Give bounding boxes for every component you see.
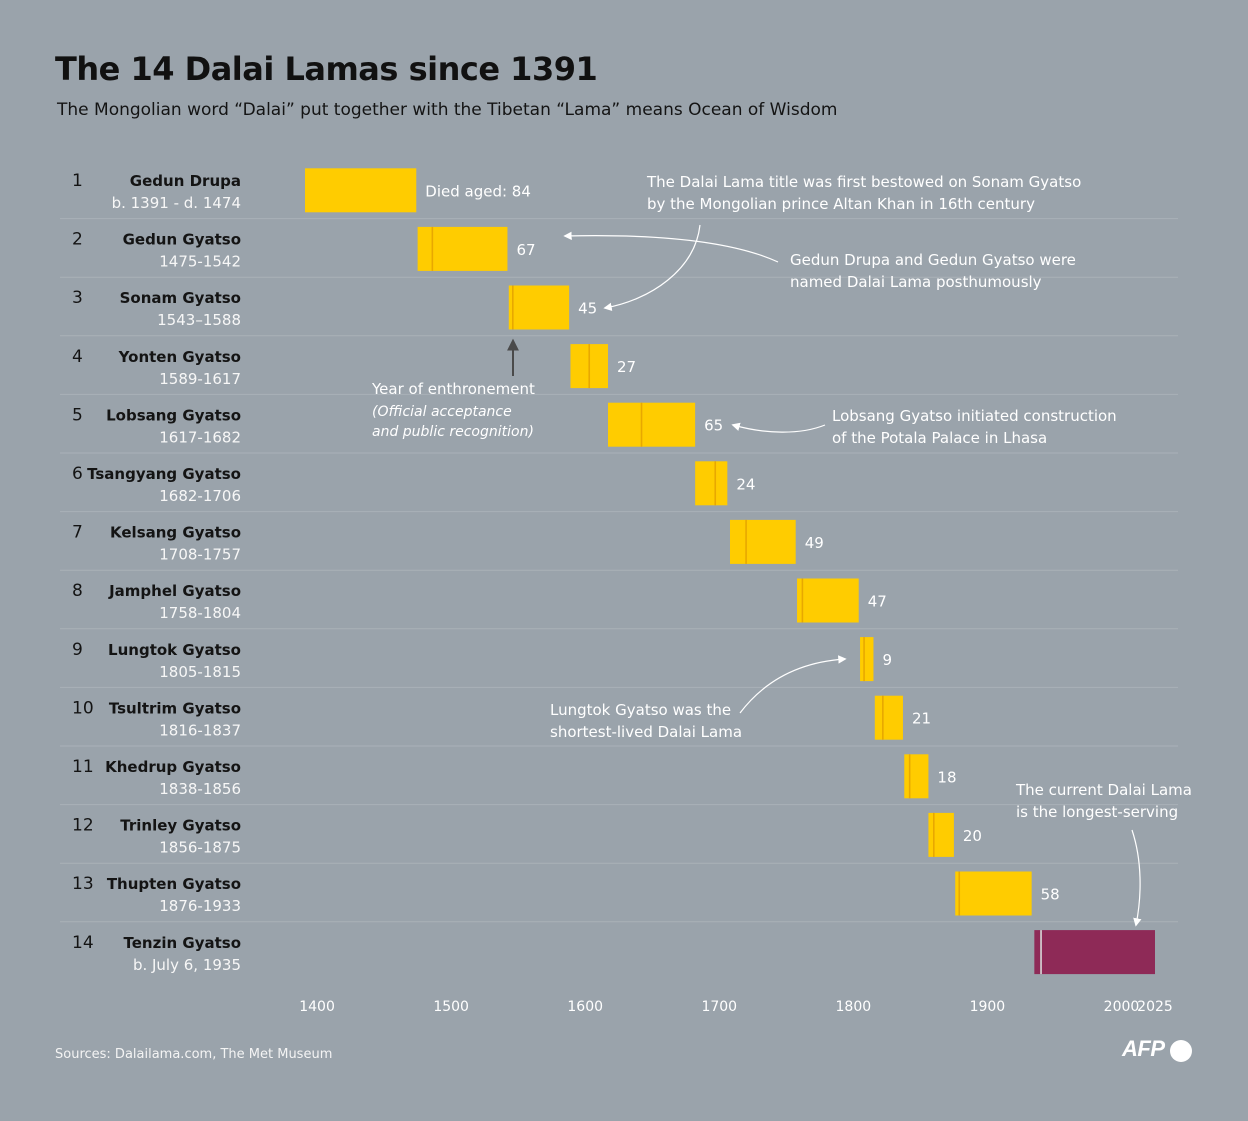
x-tick-label: 1400 bbox=[299, 999, 335, 1015]
data-label: 49 bbox=[805, 534, 824, 552]
bar-lifespan bbox=[417, 226, 508, 271]
row-number: 14 bbox=[72, 933, 94, 953]
data-label: 18 bbox=[937, 768, 956, 786]
row-number: 9 bbox=[72, 640, 83, 660]
annotation-longest: The current Dalai Lama is the longest-ser… bbox=[1015, 781, 1192, 821]
row-dates: 1617-1682 bbox=[159, 428, 241, 446]
data-label: 47 bbox=[868, 593, 887, 611]
data-label: 58 bbox=[1041, 886, 1060, 904]
row-name: Sonam Gyatso bbox=[120, 289, 241, 307]
afp-logo: AFP bbox=[1122, 1036, 1165, 1061]
bar-lifespan bbox=[305, 168, 417, 213]
row-name: Yonten Gyatso bbox=[118, 348, 241, 366]
data-label: 27 bbox=[617, 358, 636, 376]
row-dates: 1543–1588 bbox=[157, 311, 241, 329]
bar-lifespan bbox=[874, 695, 903, 740]
row-name: Lobsang Gyatso bbox=[106, 406, 241, 424]
x-tick-label: 2025 bbox=[1137, 999, 1173, 1015]
bar-lifespan bbox=[860, 637, 874, 682]
page-subtitle: The Mongolian word “Dalai” put together … bbox=[57, 100, 838, 120]
annotation-enthronement-note: (Official acceptance and public recogniti… bbox=[372, 404, 534, 440]
row-dates: 1805-1815 bbox=[159, 663, 241, 681]
row-dates: 1758-1804 bbox=[159, 604, 241, 622]
x-tick-label: 1700 bbox=[701, 999, 737, 1015]
row-name: Tsultrim Gyatso bbox=[109, 699, 241, 717]
row-name: Tsangyang Gyatso bbox=[87, 465, 241, 483]
chart-annotations: The Dalai Lama title was first bestowed … bbox=[371, 173, 1192, 927]
row-dates: 1876-1933 bbox=[159, 897, 241, 915]
row-dates: b. July 6, 1935 bbox=[133, 956, 241, 974]
data-label: 21 bbox=[912, 710, 931, 728]
row-number: 5 bbox=[72, 405, 83, 425]
arrow-posthumous bbox=[563, 231, 779, 263]
bar-lifespan bbox=[730, 519, 796, 564]
page-title: The 14 Dalai Lamas since 1391 bbox=[55, 50, 598, 88]
arrow-longest bbox=[1131, 829, 1142, 927]
row-number: 11 bbox=[72, 757, 94, 777]
bar-current-dalai-lama bbox=[1034, 930, 1155, 975]
row-number: 10 bbox=[72, 698, 94, 718]
annotation-potala: Lobsang Gyatso initiated construction of … bbox=[832, 407, 1117, 447]
row-dates: 1589-1617 bbox=[159, 370, 241, 388]
data-label: 20 bbox=[963, 827, 982, 845]
x-tick-label: 1800 bbox=[836, 999, 872, 1015]
row-number: 2 bbox=[72, 230, 83, 250]
row-dates: 1708-1757 bbox=[159, 546, 241, 564]
bar-lifespan bbox=[797, 578, 859, 623]
row-number: 8 bbox=[72, 581, 83, 601]
row-number: 7 bbox=[72, 523, 83, 543]
bar-lifespan bbox=[904, 754, 929, 799]
bar-lifespan bbox=[607, 402, 696, 447]
row-number: 6 bbox=[72, 464, 83, 484]
sources-note: Sources: Dalailama.com, The Met Museum bbox=[55, 1047, 333, 1062]
x-tick-label: 1500 bbox=[433, 999, 469, 1015]
row-name: Gedun Gyatso bbox=[123, 231, 241, 249]
row-number: 4 bbox=[72, 347, 83, 367]
row-name: Trinley Gyatso bbox=[120, 817, 241, 835]
arrow-shortest bbox=[739, 655, 847, 714]
x-tick-label: 1900 bbox=[970, 999, 1006, 1015]
row-name: Gedun Drupa bbox=[130, 172, 241, 190]
row-number: 1 bbox=[72, 171, 83, 191]
row-dates: 1475-1542 bbox=[159, 253, 241, 271]
row-name: Lungtok Gyatso bbox=[108, 641, 241, 659]
row-number: 3 bbox=[72, 288, 83, 308]
arrow-title-bestowed bbox=[603, 224, 701, 311]
row-number: 13 bbox=[72, 874, 94, 894]
row-name: Jamphel Gyatso bbox=[108, 582, 241, 600]
bar-lifespan bbox=[695, 461, 728, 506]
row-name: Kelsang Gyatso bbox=[110, 524, 241, 542]
bar-lifespan bbox=[508, 285, 570, 330]
data-label: 24 bbox=[736, 475, 755, 493]
data-label: 65 bbox=[704, 417, 723, 435]
annotation-enthronement: Year of enthronement bbox=[371, 380, 535, 398]
row-name: Tenzin Gyatso bbox=[124, 934, 241, 952]
row-name: Khedrup Gyatso bbox=[105, 758, 241, 776]
data-label: 9 bbox=[882, 651, 892, 669]
row-dates: 1856-1875 bbox=[159, 839, 241, 857]
chart-rows: 1 Gedun Drupa b. 1391 - d. 1474 Died aged: … bbox=[60, 168, 1178, 975]
annotation-title-bestowed: The Dalai Lama title was first bestowed … bbox=[646, 173, 1081, 213]
bar-lifespan bbox=[955, 871, 1032, 916]
row-number: 12 bbox=[72, 816, 94, 836]
annotation-posthumous: Gedun Drupa and Gedun Gyatso were named D… bbox=[790, 251, 1076, 291]
row-name: Thupten Gyatso bbox=[107, 875, 241, 893]
row-dates: b. 1391 - d. 1474 bbox=[112, 194, 241, 212]
row-dates: 1816-1837 bbox=[159, 721, 241, 739]
data-label: 45 bbox=[578, 300, 597, 318]
annotation-shortest: Lungtok Gyatso was the shortest-lived Dal… bbox=[550, 701, 742, 741]
afp-logo-dot bbox=[1170, 1040, 1192, 1062]
x-tick-label: 2000 bbox=[1104, 999, 1140, 1015]
data-label: 67 bbox=[516, 241, 535, 259]
data-label: Died aged: 84 bbox=[425, 182, 531, 200]
row-dates: 1682-1706 bbox=[159, 487, 241, 505]
x-tick-label: 1600 bbox=[567, 999, 603, 1015]
arrow-potala bbox=[731, 422, 826, 433]
bar-lifespan bbox=[928, 812, 954, 857]
row-dates: 1838-1856 bbox=[159, 780, 241, 798]
